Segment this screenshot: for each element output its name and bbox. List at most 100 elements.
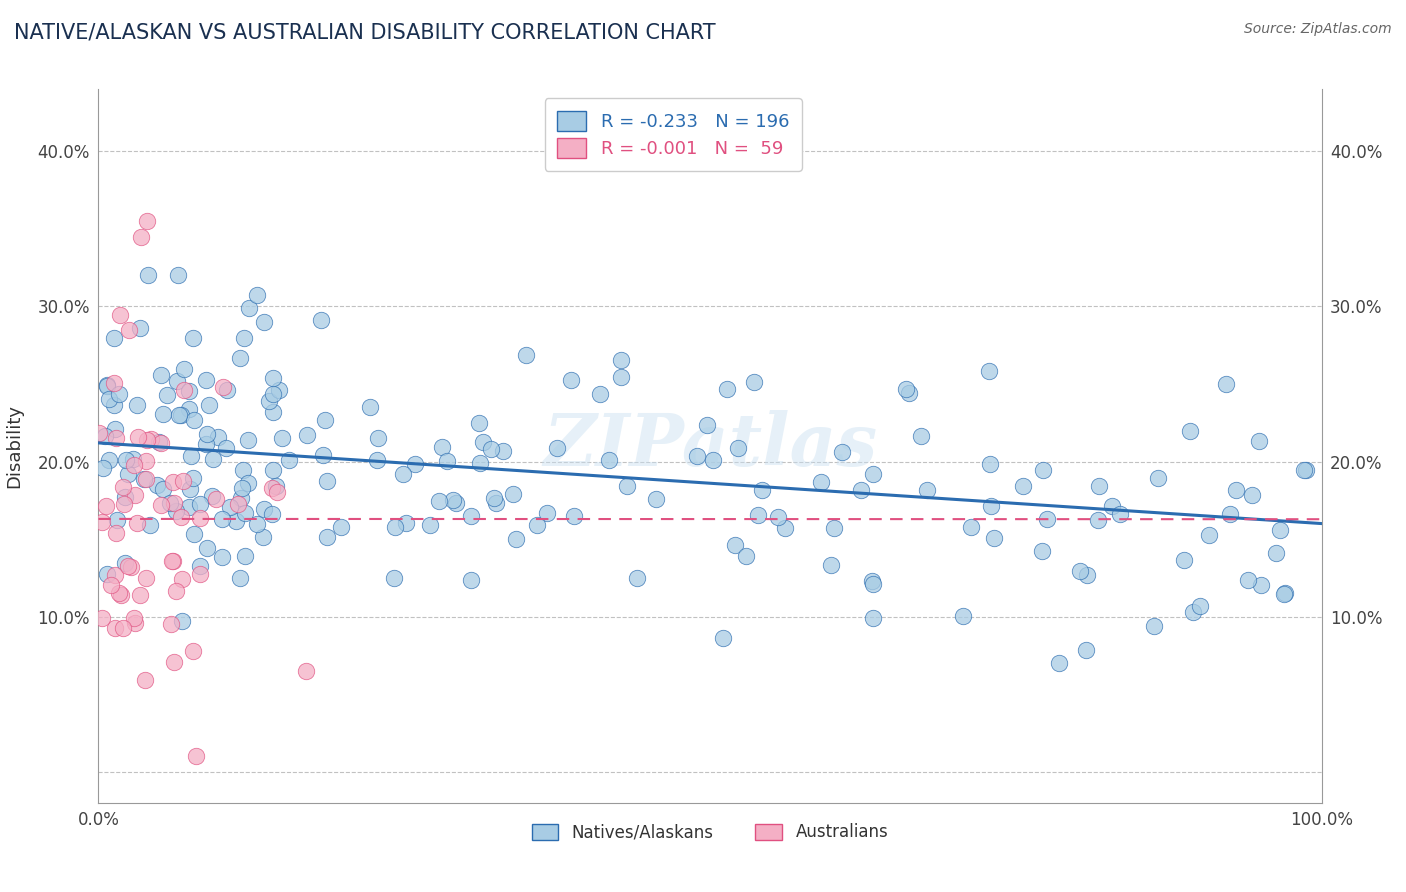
Point: [127, 430, 149, 444]
Point: [1268, 523, 1291, 537]
Point: [823, 521, 845, 535]
Point: [165, 504, 187, 518]
Point: [104, 431, 127, 445]
Point: [1294, 462, 1316, 476]
Point: [181, 331, 204, 345]
Point: [862, 577, 884, 591]
Point: [104, 422, 127, 436]
Point: [173, 361, 195, 376]
Point: [105, 513, 128, 527]
Point: [897, 386, 920, 401]
Text: NATIVE/ALASKAN VS AUSTRALIAN DISABILITY CORRELATION CHART: NATIVE/ALASKAN VS AUSTRALIAN DISABILITY …: [14, 22, 716, 42]
Point: [820, 558, 842, 573]
Point: [152, 483, 174, 497]
Point: [211, 380, 233, 394]
Point: [135, 454, 157, 468]
Point: [122, 611, 145, 625]
Point: [107, 386, 129, 401]
Point: [122, 452, 145, 467]
Point: [91, 460, 114, 475]
Point: [188, 510, 211, 524]
Point: [894, 383, 917, 397]
Point: [170, 614, 193, 628]
Point: [162, 554, 184, 568]
Point: [152, 407, 174, 421]
Point: [1274, 586, 1296, 600]
Point: [485, 496, 508, 510]
Point: [1274, 586, 1296, 600]
Point: [167, 811, 190, 825]
Point: [211, 549, 233, 564]
Point: [100, 578, 122, 592]
Point: [742, 375, 765, 389]
Point: [148, 434, 170, 449]
Point: [91, 611, 114, 625]
Point: [162, 475, 184, 490]
Point: [215, 383, 238, 397]
Point: [1047, 656, 1070, 670]
Point: [1295, 463, 1317, 477]
Point: [270, 431, 292, 445]
Point: [104, 621, 127, 635]
Point: [103, 398, 125, 412]
Point: [1088, 479, 1111, 493]
Point: [132, 472, 155, 486]
Point: [1011, 479, 1033, 493]
Point: [766, 510, 789, 524]
Point: [260, 481, 283, 495]
Point: [229, 491, 252, 505]
Point: [1143, 619, 1166, 633]
Point: [179, 482, 201, 496]
Point: [183, 526, 205, 541]
Point: [177, 402, 200, 417]
Point: [952, 609, 974, 624]
Point: [163, 655, 186, 669]
Point: [94, 499, 117, 513]
Point: [125, 398, 148, 412]
Point: [468, 417, 491, 431]
Point: [201, 489, 224, 503]
Point: [135, 570, 157, 584]
Point: [115, 453, 138, 467]
Point: [219, 500, 242, 515]
Point: [441, 493, 464, 508]
Point: [747, 508, 769, 522]
Point: [169, 509, 191, 524]
Point: [150, 435, 173, 450]
Point: [181, 644, 204, 658]
Point: [427, 494, 450, 508]
Point: [172, 572, 194, 586]
Point: [112, 498, 135, 512]
Point: [167, 409, 190, 423]
Point: [980, 500, 1002, 514]
Point: [1181, 605, 1204, 619]
Point: [246, 288, 269, 302]
Point: [367, 431, 389, 445]
Point: [146, 478, 169, 492]
Point: [122, 458, 145, 472]
Point: [236, 433, 259, 447]
Point: [103, 568, 125, 582]
Point: [149, 498, 172, 512]
Point: [983, 531, 1005, 545]
Point: [188, 566, 211, 581]
Point: [195, 427, 218, 442]
Point: [1074, 643, 1097, 657]
Point: [229, 351, 252, 365]
Point: [382, 571, 405, 585]
Point: [460, 573, 482, 587]
Point: [195, 541, 218, 555]
Point: [252, 530, 274, 544]
Point: [96, 378, 118, 392]
Point: [246, 516, 269, 531]
Point: [727, 441, 749, 455]
Point: [91, 515, 114, 529]
Point: [262, 386, 284, 401]
Point: [395, 516, 418, 530]
Point: [1240, 488, 1263, 502]
Point: [117, 467, 139, 482]
Point: [260, 507, 283, 521]
Point: [180, 450, 202, 464]
Point: [110, 308, 132, 322]
Point: [1236, 573, 1258, 587]
